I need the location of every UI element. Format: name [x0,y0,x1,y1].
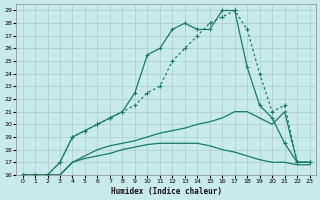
X-axis label: Humidex (Indice chaleur): Humidex (Indice chaleur) [111,187,221,196]
